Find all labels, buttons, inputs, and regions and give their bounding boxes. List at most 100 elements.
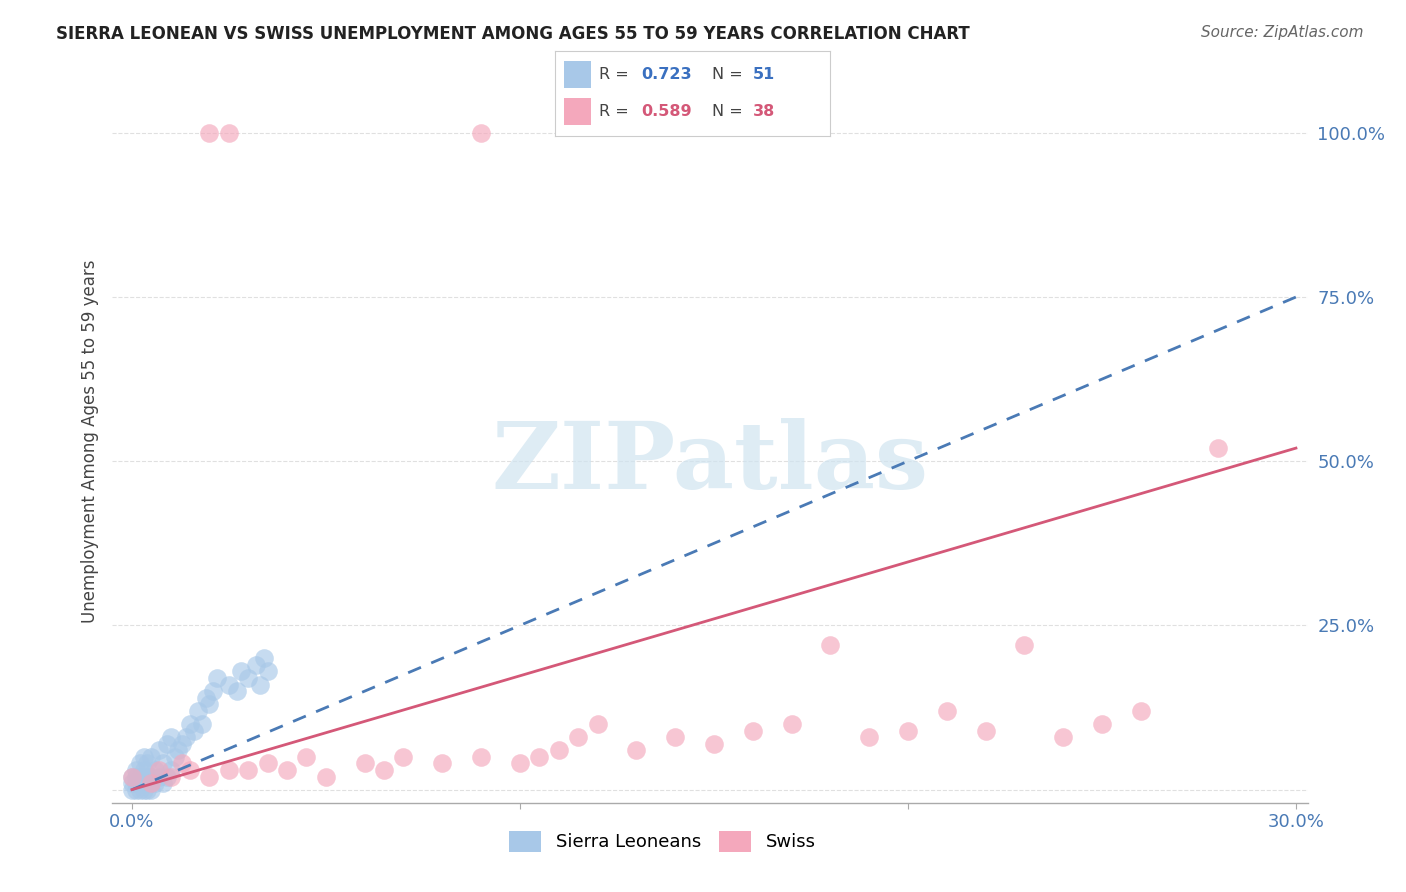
Point — [194, 690, 217, 705]
Point — [156, 737, 179, 751]
Point — [141, 770, 163, 784]
FancyBboxPatch shape — [564, 98, 591, 126]
Point — [128, 756, 150, 771]
Point — [163, 749, 186, 764]
Point — [128, 776, 150, 790]
Point — [125, 770, 148, 784]
Point — [664, 730, 686, 744]
Point — [207, 671, 229, 685]
Point — [128, 782, 150, 797]
Point — [136, 782, 159, 797]
Point — [225, 684, 247, 698]
Point — [897, 723, 920, 738]
Y-axis label: Unemployment Among Ages 55 to 59 years: Unemployment Among Ages 55 to 59 years — [80, 260, 98, 624]
Point — [276, 763, 298, 777]
Text: 0.589: 0.589 — [641, 104, 692, 120]
Point — [121, 776, 143, 790]
Point — [121, 770, 143, 784]
Text: R =: R = — [599, 67, 634, 82]
Point — [703, 737, 725, 751]
Point — [245, 657, 267, 672]
Point — [432, 756, 454, 771]
Point — [156, 770, 179, 784]
Point — [253, 651, 276, 665]
Point — [373, 763, 395, 777]
Point — [183, 723, 205, 738]
Point — [238, 671, 260, 685]
Point — [152, 756, 174, 771]
Point — [125, 763, 148, 777]
Point — [159, 730, 181, 744]
Point — [174, 730, 197, 744]
FancyBboxPatch shape — [564, 61, 591, 88]
Point — [218, 677, 240, 691]
Point — [1014, 638, 1036, 652]
Point — [132, 782, 155, 797]
Point — [229, 665, 252, 679]
Point — [1208, 441, 1230, 455]
Point — [172, 756, 194, 771]
Point — [128, 770, 150, 784]
Point — [159, 763, 181, 777]
Point — [132, 749, 155, 764]
Point — [143, 763, 166, 777]
Point — [132, 776, 155, 790]
Point — [1091, 717, 1114, 731]
Point — [198, 126, 221, 140]
Point — [179, 717, 201, 731]
Point — [218, 763, 240, 777]
Point — [148, 770, 170, 784]
Point — [152, 776, 174, 790]
Point — [295, 749, 318, 764]
Legend: Sierra Leoneans, Swiss: Sierra Leoneans, Swiss — [502, 823, 823, 859]
Point — [935, 704, 957, 718]
Point — [198, 698, 221, 712]
Point — [141, 782, 163, 797]
Point — [125, 782, 148, 797]
Text: 38: 38 — [752, 104, 775, 120]
Point — [148, 743, 170, 757]
Point — [198, 770, 221, 784]
Point — [167, 743, 190, 757]
Point — [141, 749, 163, 764]
Point — [820, 638, 842, 652]
Point — [202, 684, 225, 698]
Point — [567, 730, 589, 744]
Point — [353, 756, 375, 771]
Point — [256, 665, 278, 679]
Point — [121, 782, 143, 797]
Text: N =: N = — [711, 104, 748, 120]
Text: ZIPatlas: ZIPatlas — [492, 418, 928, 508]
Point — [141, 776, 163, 790]
Point — [1052, 730, 1074, 744]
Point — [136, 770, 159, 784]
Point — [256, 756, 278, 771]
Point — [121, 770, 143, 784]
Text: N =: N = — [711, 67, 748, 82]
Point — [470, 126, 492, 140]
Text: 51: 51 — [752, 67, 775, 82]
Text: Source: ZipAtlas.com: Source: ZipAtlas.com — [1201, 25, 1364, 40]
Point — [159, 770, 181, 784]
Point — [187, 704, 209, 718]
Point — [626, 743, 648, 757]
Point — [470, 749, 492, 764]
Point — [741, 723, 763, 738]
Point — [132, 763, 155, 777]
Text: SIERRA LEONEAN VS SWISS UNEMPLOYMENT AMONG AGES 55 TO 59 YEARS CORRELATION CHART: SIERRA LEONEAN VS SWISS UNEMPLOYMENT AMO… — [56, 25, 970, 43]
Point — [238, 763, 260, 777]
Point — [529, 749, 551, 764]
Point — [136, 756, 159, 771]
Point — [392, 749, 415, 764]
Point — [1129, 704, 1152, 718]
Text: 0.723: 0.723 — [641, 67, 692, 82]
Point — [974, 723, 997, 738]
Text: R =: R = — [599, 104, 634, 120]
Point — [172, 737, 194, 751]
Point — [858, 730, 880, 744]
Point — [547, 743, 569, 757]
Point — [509, 756, 531, 771]
Point — [148, 763, 170, 777]
Point — [249, 677, 271, 691]
Point — [190, 717, 212, 731]
